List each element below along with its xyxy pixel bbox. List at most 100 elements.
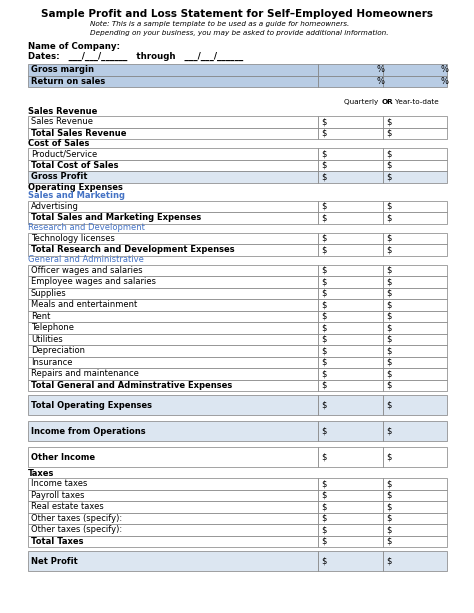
Bar [318, 212, 383, 224]
Bar [28, 244, 318, 256]
Text: $: $ [321, 277, 327, 286]
Text: Income from Operations: Income from Operations [31, 427, 146, 435]
Bar [383, 368, 447, 379]
Text: $: $ [386, 245, 392, 254]
Bar [383, 536, 447, 547]
Bar [28, 395, 318, 415]
Text: Quarterly: Quarterly [345, 99, 381, 105]
Text: $: $ [386, 213, 392, 223]
Bar [28, 276, 318, 287]
Text: Telephone: Telephone [31, 323, 74, 332]
Text: $: $ [386, 266, 392, 275]
Text: $: $ [321, 149, 327, 158]
Bar [383, 116, 447, 128]
Text: Cost of Sales: Cost of Sales [28, 139, 90, 148]
Bar [383, 64, 447, 75]
Bar [318, 322, 383, 333]
Text: General and Administrative: General and Administrative [28, 256, 144, 264]
Text: $: $ [321, 245, 327, 254]
Bar [28, 478, 318, 490]
Bar [318, 395, 383, 415]
Bar [318, 368, 383, 379]
Text: Depending on your business, you may be asked to provide additional information.: Depending on your business, you may be a… [90, 30, 389, 36]
Bar [318, 311, 383, 322]
Text: Dates:   ___/___/______   through   ___/___/______: Dates: ___/___/______ through ___/___/__… [28, 52, 243, 61]
Bar [28, 379, 318, 391]
Text: $: $ [321, 491, 327, 500]
Text: $: $ [386, 479, 392, 488]
Text: $: $ [386, 149, 392, 158]
Text: $: $ [321, 400, 327, 409]
Bar [318, 264, 383, 276]
Bar [318, 171, 383, 183]
Bar [28, 232, 318, 244]
Text: $: $ [321, 202, 327, 211]
Text: Advertising: Advertising [31, 202, 79, 211]
Bar [28, 264, 318, 276]
Bar [318, 421, 383, 441]
Text: $: $ [321, 289, 327, 298]
Bar [318, 478, 383, 490]
Text: Other Income: Other Income [31, 452, 95, 462]
Bar [383, 264, 447, 276]
Text: $: $ [386, 452, 392, 462]
Text: %: % [441, 77, 449, 86]
Text: $: $ [321, 479, 327, 488]
Bar [28, 368, 318, 379]
Bar [28, 524, 318, 536]
Bar [318, 64, 383, 75]
Bar [383, 345, 447, 357]
Bar [28, 551, 318, 571]
Text: $: $ [386, 502, 392, 511]
Text: $: $ [321, 557, 327, 566]
Text: $: $ [321, 369, 327, 378]
Text: $: $ [386, 323, 392, 332]
Text: Note: This is a sample template to be used as a guide for homeowners.: Note: This is a sample template to be us… [90, 21, 349, 27]
Bar [28, 322, 318, 333]
Bar [383, 244, 447, 256]
Text: Depreciation: Depreciation [31, 346, 85, 356]
Text: OR: OR [382, 99, 393, 105]
Text: $: $ [321, 300, 327, 309]
Bar [383, 524, 447, 536]
Text: $: $ [321, 234, 327, 243]
Bar [318, 200, 383, 212]
Text: $: $ [386, 514, 392, 523]
Text: $: $ [386, 537, 392, 546]
Bar [383, 333, 447, 345]
Bar [383, 232, 447, 244]
Text: $: $ [386, 400, 392, 409]
Text: $: $ [386, 381, 392, 390]
Bar [28, 64, 318, 75]
Text: $: $ [386, 234, 392, 243]
Text: Technology licenses: Technology licenses [31, 234, 115, 243]
Bar [28, 357, 318, 368]
Text: Sample Profit and Loss Statement for Self–Employed Homeowners: Sample Profit and Loss Statement for Sel… [42, 9, 434, 19]
Bar [318, 490, 383, 501]
Bar [28, 171, 318, 183]
Text: $: $ [321, 213, 327, 223]
Text: Year-to-date: Year-to-date [395, 99, 439, 105]
Text: $: $ [321, 172, 327, 181]
Text: Repairs and maintenance: Repairs and maintenance [31, 369, 139, 378]
Bar [28, 212, 318, 224]
Text: $: $ [386, 369, 392, 378]
Bar [318, 148, 383, 159]
Bar [318, 524, 383, 536]
Bar [318, 551, 383, 571]
Bar [318, 276, 383, 287]
Bar [383, 128, 447, 139]
Bar [383, 501, 447, 512]
Text: Total Taxes: Total Taxes [31, 537, 83, 546]
Text: $: $ [386, 300, 392, 309]
Text: Sales and Marketing: Sales and Marketing [28, 191, 125, 200]
Text: %: % [377, 65, 385, 74]
Text: Sales Revenue: Sales Revenue [28, 107, 97, 116]
Bar [28, 490, 318, 501]
Bar [28, 116, 318, 128]
Bar [318, 379, 383, 391]
Text: $: $ [386, 312, 392, 321]
Bar [318, 287, 383, 299]
Text: Gross margin: Gross margin [31, 65, 94, 74]
Text: $: $ [386, 358, 392, 367]
